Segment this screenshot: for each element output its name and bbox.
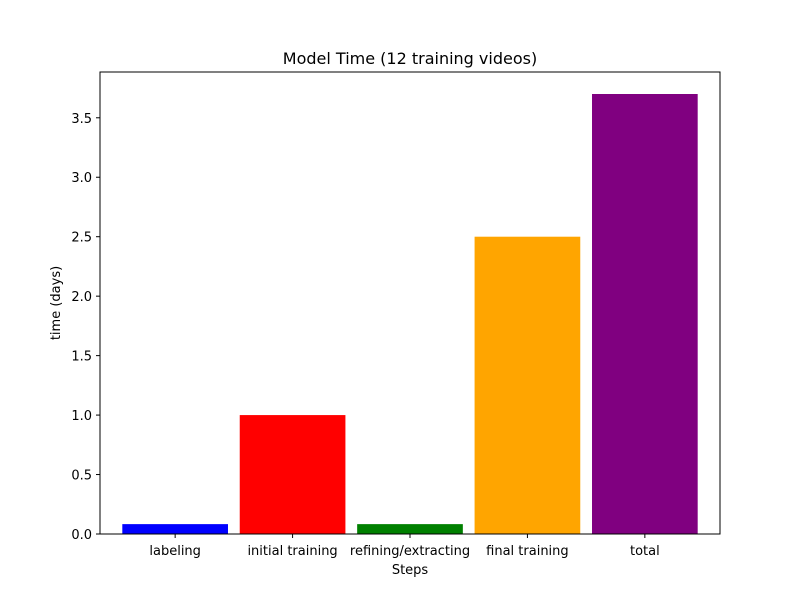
x-tick-label: total [630,544,660,559]
x-tick-label: initial training [247,544,337,559]
x-tick-label: labeling [149,544,201,559]
bar-final-training [474,236,581,534]
chart-title: Model Time (12 training videos) [283,49,537,68]
bar-labeling [122,524,228,534]
y-tick-label: 1.5 [71,350,92,365]
bars-group [122,94,698,534]
x-axis-label: Steps [392,563,429,578]
y-axis: 0.0 0.5 1.0 1.5 2.0 2.5 3.0 3.5 [71,112,100,543]
bar-total [592,94,698,534]
plot-frame [99,71,721,535]
y-tick-label: 2.0 [71,290,92,305]
y-tick-label: 0.5 [71,469,92,484]
bar-refining-extracting [357,524,463,534]
y-tick-label: 1.0 [71,409,92,424]
y-tick-label: 2.5 [71,231,92,246]
x-tick-label: final training [486,544,569,559]
bar-initial-training [239,415,346,534]
x-axis: labeling initial training refining/extract… [149,534,660,559]
y-axis-label: time (days) [49,266,64,340]
y-tick-label: 3.0 [71,171,92,186]
x-tick-label: refining/extracting [350,544,470,559]
y-tick-label: 3.5 [71,112,92,127]
y-tick-label: 0.0 [71,528,92,543]
